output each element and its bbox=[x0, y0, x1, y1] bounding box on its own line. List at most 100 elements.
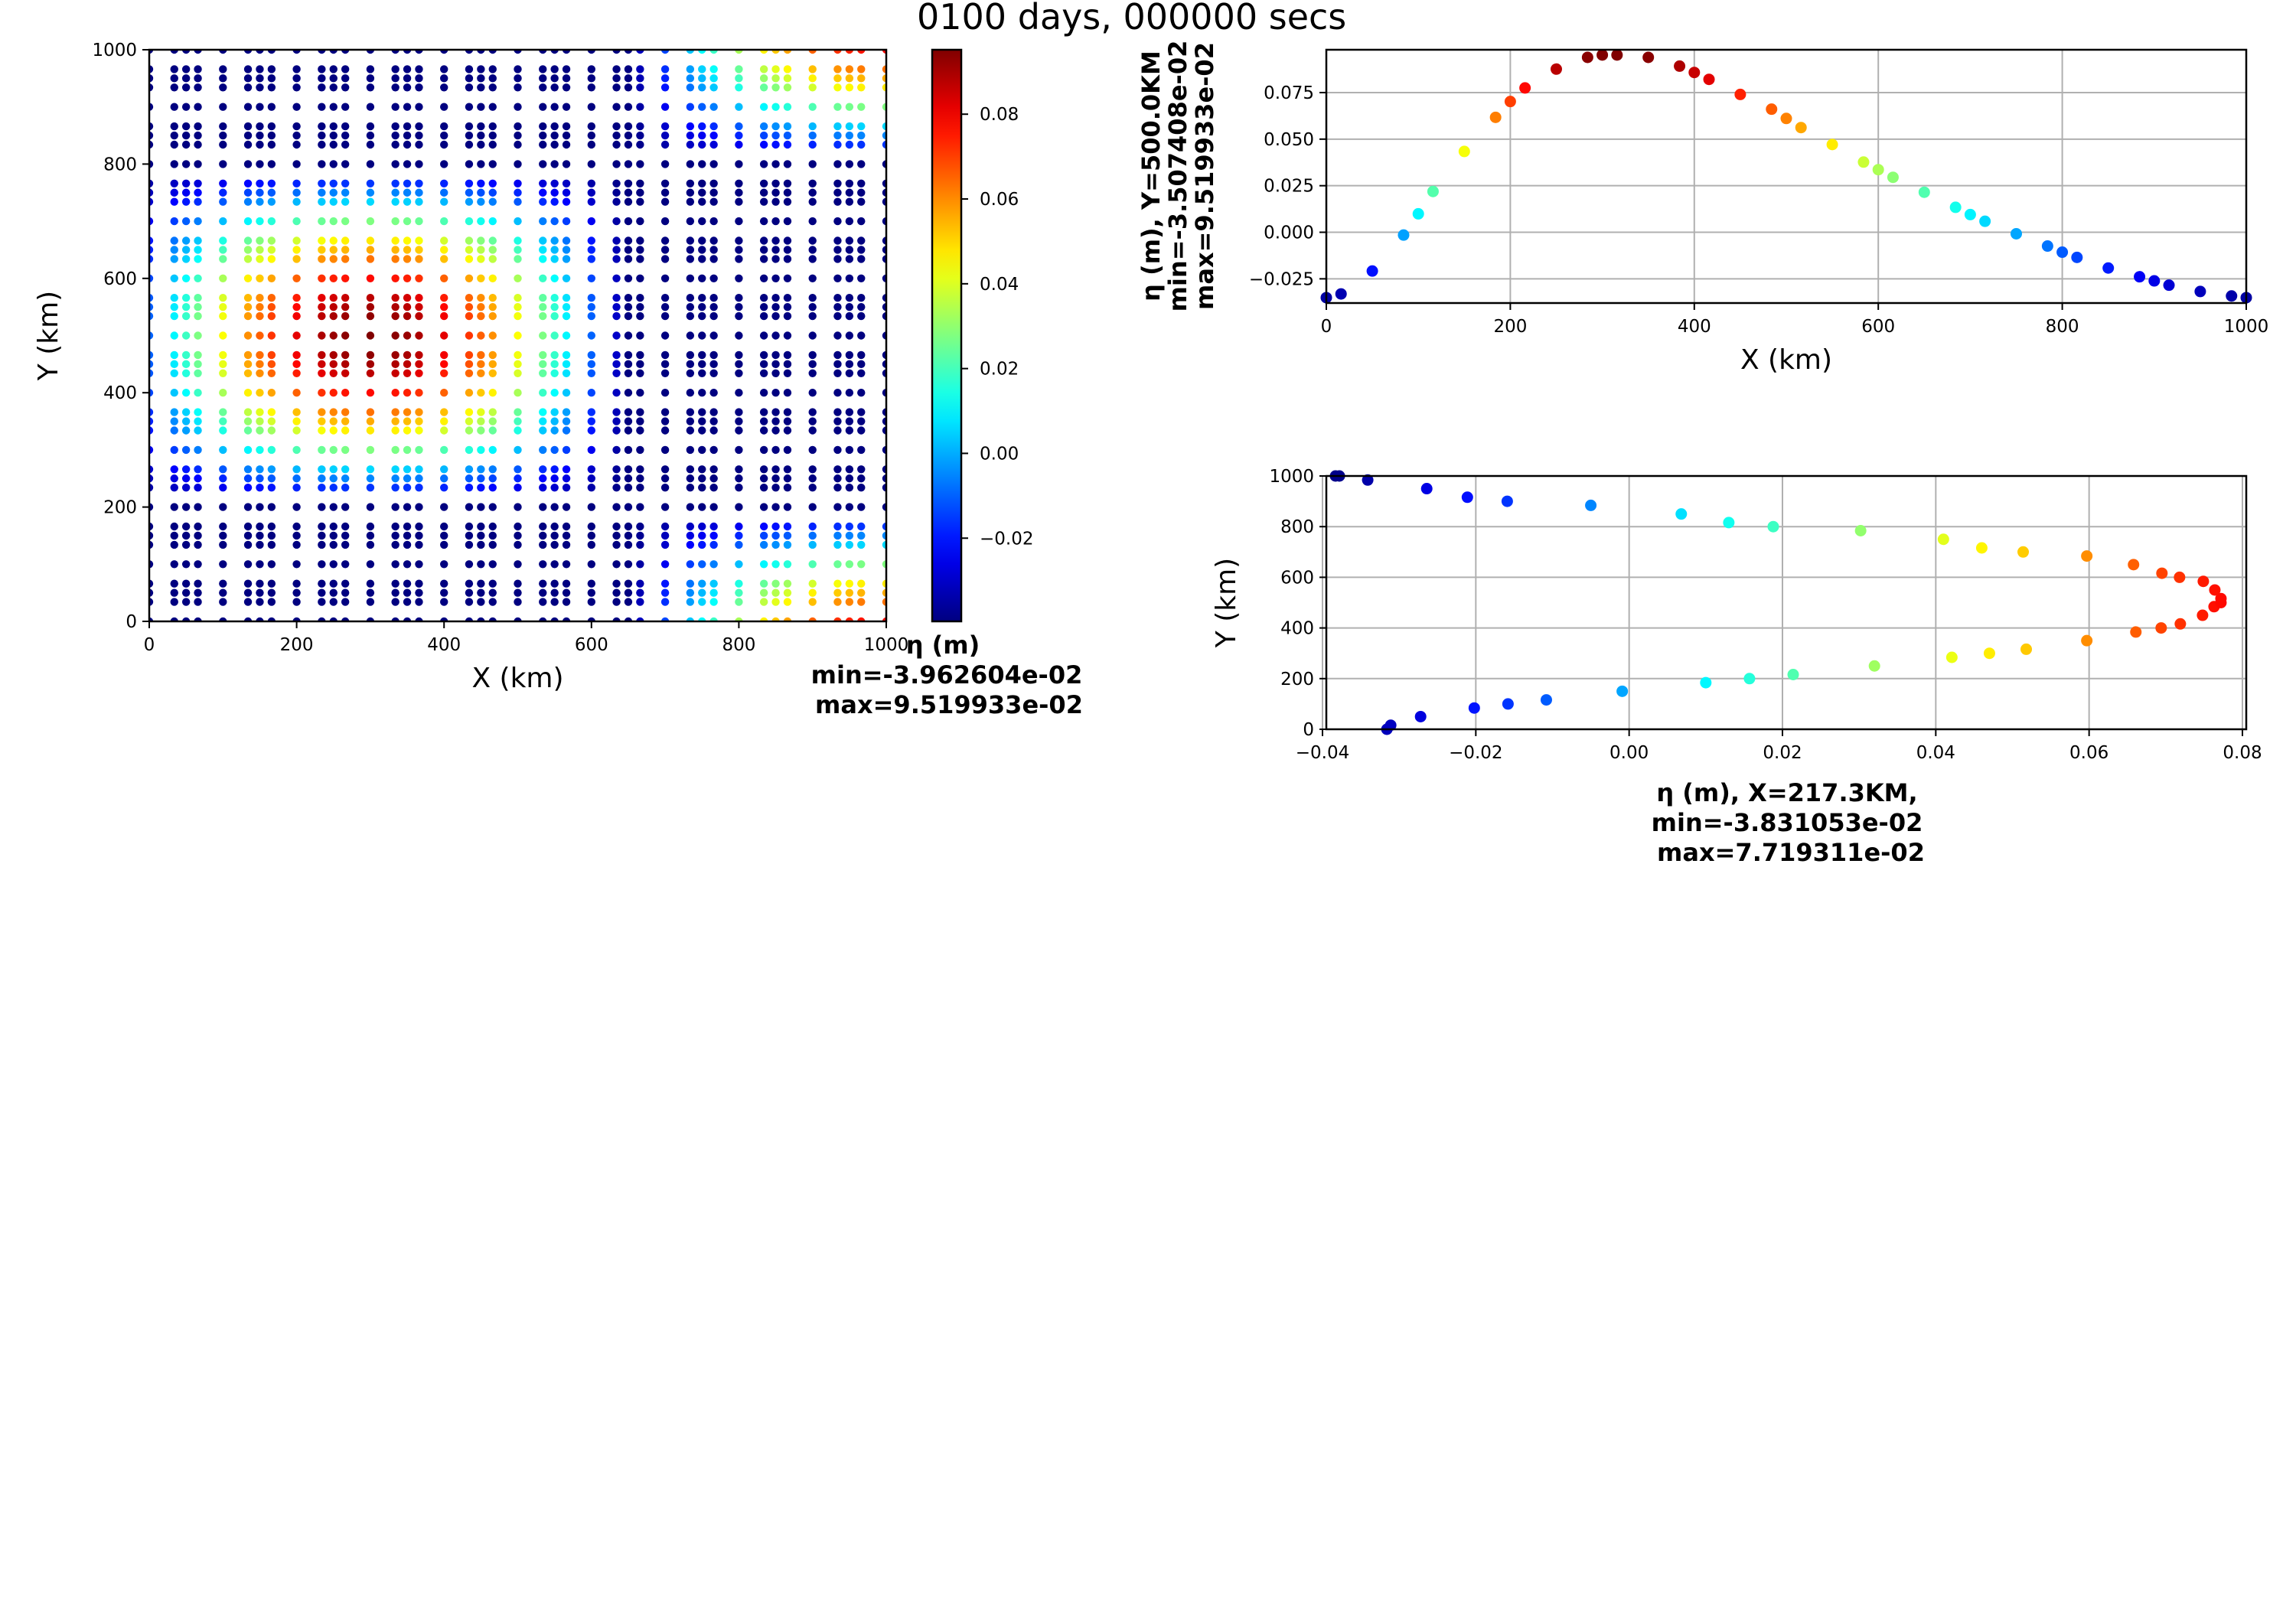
section-y-ylabel-line: η (m), Y=500.0KM bbox=[1137, 51, 1166, 302]
map-point bbox=[612, 188, 621, 197]
map-point bbox=[759, 74, 768, 83]
map-point bbox=[194, 560, 202, 569]
map-point bbox=[391, 598, 400, 606]
map-point bbox=[686, 474, 695, 483]
map-point bbox=[636, 65, 644, 73]
map-point bbox=[403, 408, 412, 416]
map-point bbox=[181, 50, 191, 54]
map-point bbox=[587, 617, 595, 621]
map-point bbox=[329, 350, 338, 360]
map-point bbox=[771, 522, 780, 531]
map-point bbox=[562, 160, 571, 168]
map-point bbox=[318, 311, 326, 321]
map-point bbox=[882, 179, 886, 187]
map-point bbox=[440, 83, 448, 92]
map-point bbox=[488, 465, 497, 474]
map-point bbox=[292, 103, 301, 111]
map-point bbox=[759, 140, 768, 149]
map-point bbox=[882, 274, 886, 282]
map-point bbox=[857, 588, 866, 597]
map-point bbox=[219, 236, 227, 245]
map-point bbox=[194, 188, 202, 197]
map-point bbox=[808, 83, 817, 92]
map-point bbox=[366, 408, 375, 416]
section-x-xlabel-line: max=7.719311e-02 bbox=[1657, 838, 1925, 867]
map-point bbox=[759, 389, 768, 397]
map-point bbox=[440, 540, 448, 549]
map-point bbox=[477, 465, 485, 474]
map-point bbox=[170, 302, 178, 311]
map-point bbox=[465, 465, 474, 474]
map-point bbox=[477, 255, 485, 263]
map-point bbox=[391, 445, 400, 455]
map-point bbox=[612, 369, 621, 378]
map-point bbox=[256, 350, 264, 360]
map-point bbox=[181, 274, 191, 282]
map-point bbox=[833, 560, 842, 569]
map-point bbox=[698, 369, 706, 378]
map-point bbox=[857, 331, 866, 340]
map-point bbox=[149, 360, 154, 369]
map-point bbox=[833, 197, 842, 206]
map-point bbox=[465, 179, 474, 187]
map-point bbox=[219, 503, 227, 511]
figure-title: 0100 days, 000000 secs bbox=[917, 0, 1346, 37]
map-point bbox=[882, 350, 886, 360]
map-point bbox=[329, 540, 338, 549]
map-point bbox=[219, 331, 227, 340]
map-point bbox=[194, 503, 202, 511]
map-point bbox=[735, 197, 743, 206]
colorbar-tick-label: 0.02 bbox=[980, 360, 1019, 380]
map-point bbox=[415, 302, 423, 311]
map-point bbox=[709, 65, 718, 73]
map-point bbox=[735, 617, 743, 621]
map-point bbox=[735, 331, 743, 340]
map-point bbox=[833, 302, 842, 311]
map-point bbox=[170, 408, 178, 416]
map-point bbox=[292, 617, 301, 621]
map-point bbox=[181, 389, 191, 397]
map-point bbox=[833, 617, 842, 621]
map-point bbox=[833, 293, 842, 302]
map-point bbox=[539, 417, 547, 425]
map-point bbox=[256, 389, 264, 397]
map-point bbox=[415, 579, 423, 588]
map-point bbox=[636, 417, 644, 425]
map-point bbox=[771, 617, 780, 621]
map-point bbox=[636, 560, 644, 569]
map-point bbox=[612, 598, 621, 606]
map-point bbox=[149, 188, 154, 197]
map-point bbox=[267, 74, 276, 83]
map-point bbox=[759, 255, 768, 263]
map-point bbox=[562, 360, 571, 369]
map-point bbox=[329, 617, 338, 621]
map-point bbox=[845, 598, 854, 606]
x-tick-label: 0.00 bbox=[1609, 743, 1649, 763]
map-point bbox=[415, 83, 423, 92]
map-point bbox=[243, 465, 253, 474]
section-x-plot: −0.04 −0.02 0.00 0.02 0.04 0.06 0.080200400600… bbox=[1211, 467, 2262, 867]
map-point bbox=[808, 426, 817, 435]
map-point bbox=[256, 417, 264, 425]
map-point bbox=[194, 217, 202, 226]
map-point bbox=[636, 246, 644, 254]
map-point bbox=[660, 503, 670, 511]
map-point bbox=[660, 598, 670, 606]
map-point bbox=[783, 331, 792, 340]
map-point bbox=[194, 311, 202, 321]
map-point bbox=[882, 140, 886, 149]
map-point bbox=[149, 122, 154, 131]
map-point bbox=[783, 389, 792, 397]
map-point bbox=[698, 50, 706, 54]
map-point bbox=[256, 131, 264, 140]
map-point bbox=[612, 531, 621, 540]
map-point bbox=[465, 311, 474, 321]
map-point bbox=[857, 293, 866, 302]
map-point bbox=[845, 83, 854, 92]
x-tick-label: 0 bbox=[144, 635, 155, 655]
map-point bbox=[882, 617, 886, 621]
map-point bbox=[318, 331, 326, 340]
map-point bbox=[488, 445, 497, 455]
map-point bbox=[783, 484, 792, 492]
map-point bbox=[660, 465, 670, 474]
